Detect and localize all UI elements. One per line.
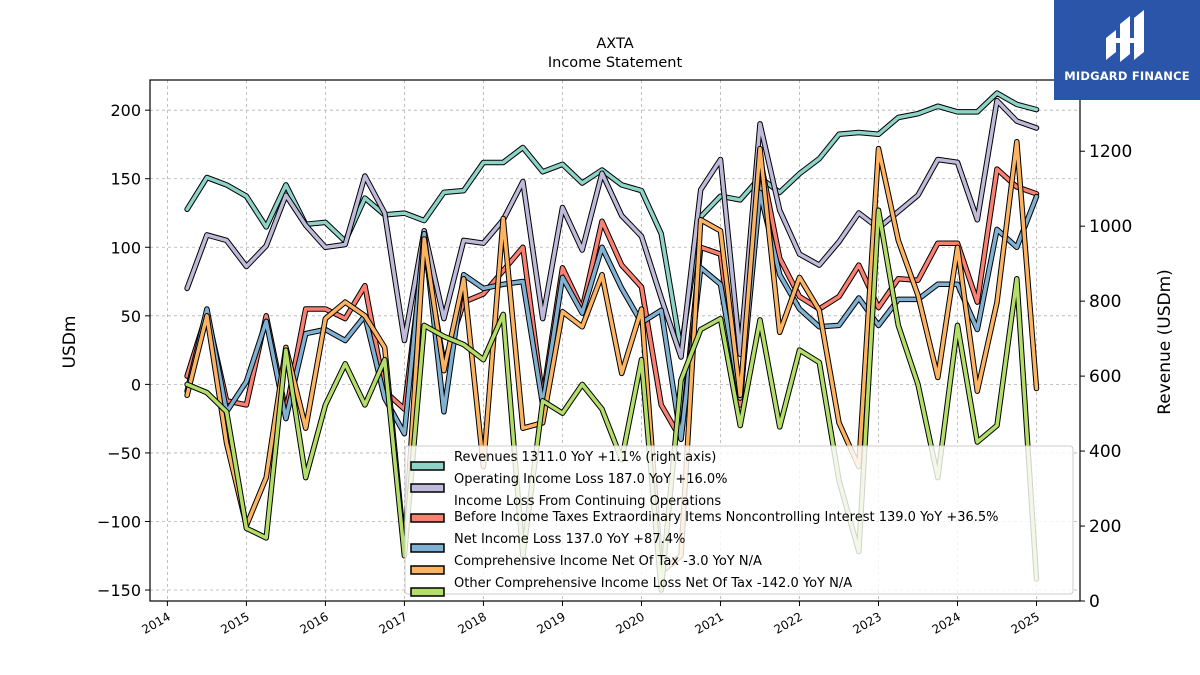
chart-title: AXTA: [596, 36, 633, 52]
x-tick-label: 2019: [535, 609, 568, 636]
legend-swatch: [410, 483, 445, 493]
x-tick-label: 2024: [930, 609, 963, 636]
series-3-line: [184, 155, 1040, 442]
y-tick-label: 150: [110, 170, 141, 189]
x-tick-label: 2018: [455, 609, 488, 636]
legend-swatch: [410, 513, 445, 523]
y-tick-label: −100: [97, 512, 141, 531]
x-tick-label: 2015: [218, 609, 251, 636]
x-tick-label: 2014: [139, 609, 172, 636]
logo-mark-icon: [1106, 10, 1144, 62]
legend-swatch: [410, 587, 445, 597]
y-tick-label: 200: [110, 101, 141, 120]
x-tick-label: 2025: [1009, 609, 1042, 636]
legend: Revenues 1311.0 YoY +1.1% (right axis) Op…: [404, 445, 1074, 597]
logo-text: MIDGARD FINANCE: [1064, 69, 1190, 83]
chart-subtitle: Income Statement: [548, 55, 683, 71]
y2-tick-label: 1200: [1089, 142, 1132, 162]
x-tick-label: 2020: [614, 609, 647, 636]
y-tick-label: 100: [110, 238, 141, 257]
brand-logo: MIDGARD FINANCE: [1054, 0, 1200, 100]
series-6-line: [184, 207, 1040, 593]
series-lines: [184, 90, 1040, 593]
series-5-line: [184, 138, 1040, 575]
series-1-line: [184, 90, 1040, 353]
y2-tick-label: 200: [1089, 517, 1121, 537]
legend-entry: Net Income Loss 137.0 YoY +87.4%: [454, 532, 685, 547]
y2-tick-label: 800: [1089, 292, 1121, 312]
legend-entry: Revenues 1311.0 YoY +1.1% (right axis): [454, 450, 716, 465]
legend-box: [404, 445, 1074, 595]
x-tick-label: 2021: [693, 609, 726, 636]
plot-frame: [149, 79, 1081, 602]
y2-tick-label: 600: [1089, 367, 1121, 387]
y-axis-label: USDm: [60, 316, 80, 369]
x-tick-label: 2022: [772, 609, 805, 636]
legend-entry: Other Comprehensive Income Loss Net Of T…: [454, 576, 852, 591]
legend-entry: Comprehensive Income Net Of Tax -3.0 YoY…: [454, 554, 762, 569]
y-tick-label: −150: [97, 581, 141, 600]
x-tick-label: 2023: [851, 609, 884, 636]
y-tick-label: 0: [131, 375, 141, 394]
y-tick-label: −50: [107, 444, 141, 463]
x-tick-label: 2016: [297, 609, 330, 636]
y2-axis-label: Revenue (USDm): [1155, 269, 1175, 415]
y2-tick-label: 0: [1089, 592, 1100, 612]
legend-swatch: [410, 543, 445, 553]
y-tick-label: 50: [121, 307, 141, 326]
legend-swatch: [410, 565, 445, 575]
legend-entry: Income Loss From Continuing Operations Be…: [454, 494, 999, 525]
y2-tick-label: 1000: [1089, 217, 1132, 237]
legend-swatch: [410, 461, 445, 471]
x-tick-label: 2017: [376, 609, 409, 636]
y2-tick-label: 400: [1089, 442, 1121, 462]
legend-entry: Operating Income Loss 187.0 YoY +16.0%: [454, 472, 728, 487]
